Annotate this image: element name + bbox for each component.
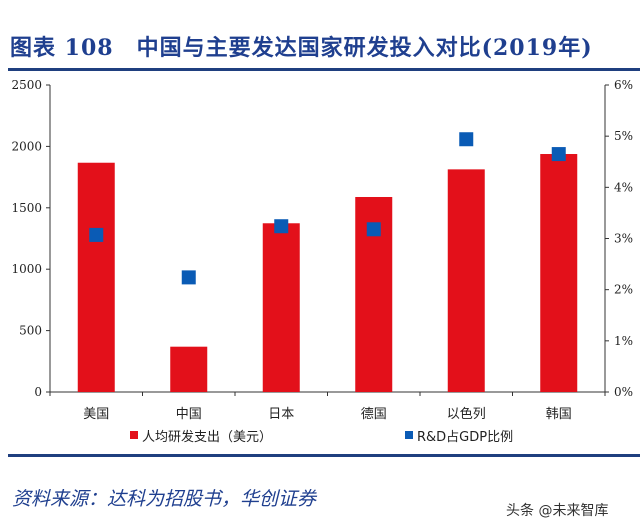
chart-title: 图表 108 中国与主要发达国家研发投入对比(2019年)	[10, 35, 593, 61]
bar-2	[262, 223, 300, 392]
watermark: 头条 @未来智库	[506, 503, 609, 519]
right-tick-label: 3%	[614, 232, 633, 246]
right-tick-label: 5%	[614, 129, 633, 143]
right-tick-label: 1%	[614, 334, 633, 348]
point-2	[274, 219, 289, 234]
right-tick-label: 2%	[614, 283, 633, 297]
legend-label-bar: 人均研发支出（美元）	[142, 429, 272, 445]
bottom-divider	[8, 454, 640, 457]
left-tick-label: 500	[19, 324, 42, 338]
category-label: 中国	[176, 407, 202, 422]
legend-label-point: R&D占GDP比例	[417, 430, 513, 445]
top-divider	[8, 68, 640, 71]
category-label: 以色列	[447, 406, 486, 422]
category-label: 韩国	[546, 407, 572, 422]
source-note: 资料来源：达科为招股书，华创证券	[12, 488, 317, 510]
point-4	[459, 132, 474, 147]
left-tick-label: 2000	[11, 139, 42, 153]
left-tick-label: 1000	[11, 262, 42, 276]
right-tick-label: 6%	[614, 78, 633, 92]
category-label: 日本	[268, 407, 294, 422]
point-5	[551, 147, 566, 162]
legend-marker-point	[405, 431, 413, 439]
left-tick-label: 1500	[11, 201, 42, 215]
legend-marker-bar	[130, 431, 138, 439]
left-tick-label: 0	[34, 385, 42, 399]
bar-4	[447, 169, 485, 392]
point-3	[366, 222, 381, 237]
category-label: 美国	[83, 407, 109, 422]
right-tick-label: 4%	[614, 180, 633, 194]
point-1	[181, 270, 196, 285]
category-label: 德国	[361, 407, 387, 422]
bar-1	[170, 346, 208, 392]
bar-0	[77, 162, 115, 392]
right-tick-label: 0%	[614, 385, 633, 399]
point-0	[89, 227, 104, 242]
left-tick-label: 2500	[11, 78, 42, 92]
bar-5	[540, 154, 578, 392]
